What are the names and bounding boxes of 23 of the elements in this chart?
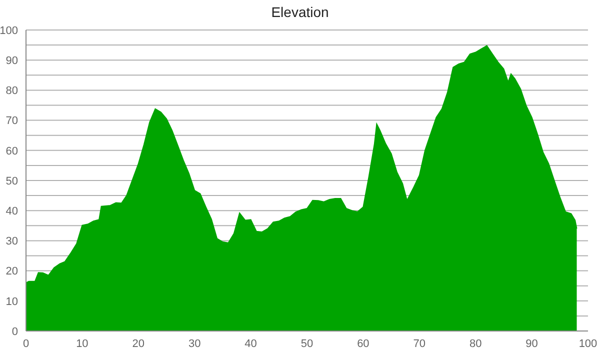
y-tick-label: 90: [6, 55, 18, 68]
x-tick-label: 90: [526, 338, 538, 350]
y-tick-label: 60: [6, 145, 18, 158]
x-tick-label: 80: [469, 338, 482, 350]
y-tick-label: 100: [0, 24, 18, 37]
y-tick-label: 50: [6, 175, 18, 188]
y-tick-label: 0: [12, 326, 18, 338]
x-tick-label: 30: [188, 338, 201, 350]
x-tick-label: 0: [22, 338, 30, 350]
chart-title: Elevation: [270, 4, 330, 20]
x-tick-label: 50: [300, 338, 314, 350]
x-tick-label: 10: [76, 338, 88, 350]
x-tick-label: 20: [132, 338, 145, 350]
x-tick-label: 100: [578, 338, 598, 350]
y-tick-label: 30: [6, 236, 18, 248]
x-tick-label: 70: [413, 338, 426, 350]
x-tick-label: 40: [244, 338, 257, 350]
y-tick-label: 70: [6, 115, 18, 128]
y-tick-label: 40: [6, 206, 18, 218]
y-tick-label: 10: [6, 296, 18, 308]
y-tick-label: 20: [6, 266, 18, 278]
x-tick-label: 60: [357, 338, 370, 350]
y-tick-label: 80: [6, 85, 18, 98]
